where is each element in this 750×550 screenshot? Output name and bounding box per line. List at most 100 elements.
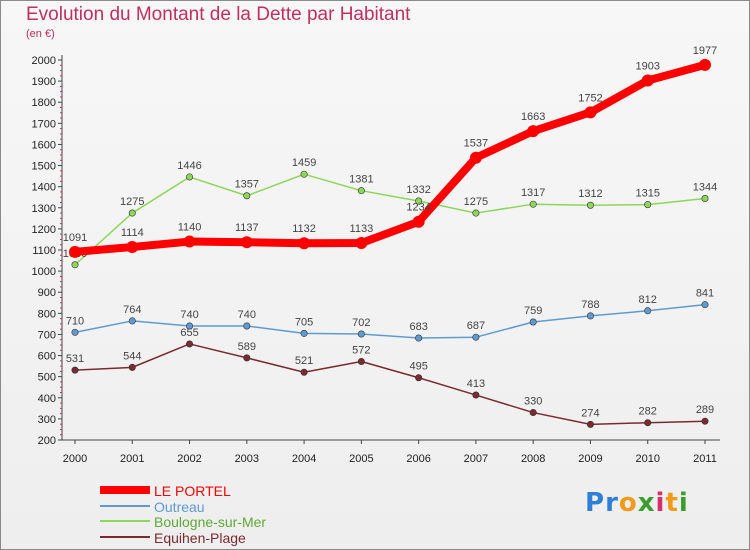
data-point <box>584 106 597 119</box>
y-tick-label: 1400 <box>32 182 56 194</box>
series-equihen-plage: 531 544 655 589 521 572 495 413 330 274 282 289 <box>66 327 714 428</box>
data-point <box>357 187 365 195</box>
y-tick-label: 2000 <box>32 55 56 67</box>
data-point <box>472 333 480 341</box>
y-tick-label: 1700 <box>32 118 56 130</box>
legend-swatch <box>100 535 150 538</box>
data-point <box>355 237 368 250</box>
x-tick-label: 2011 <box>693 453 717 465</box>
x-tick-label: 2010 <box>635 453 659 465</box>
data-label: 705 <box>295 316 313 328</box>
y-tick-label: 1800 <box>32 97 56 109</box>
data-label: 1315 <box>635 188 659 200</box>
y-tick-label: 200 <box>38 435 56 447</box>
data-point <box>586 201 594 209</box>
y-tick-label: 500 <box>38 372 56 384</box>
x-tick-label: 2006 <box>406 453 430 465</box>
data-point <box>472 391 480 399</box>
data-point <box>641 74 654 87</box>
data-label: 759 <box>524 305 542 317</box>
data-point <box>186 322 194 330</box>
data-point <box>240 236 253 249</box>
chart-title: Evolution du Montant de la Dette par Hab… <box>26 4 411 25</box>
data-label: 1381 <box>349 174 373 186</box>
data-label: 1537 <box>464 138 488 150</box>
data-label: 841 <box>696 288 714 300</box>
series-line <box>74 343 706 426</box>
proxiti-logo: Proxiti <box>585 488 689 518</box>
data-label: 572 <box>352 344 370 356</box>
data-label: 1140 <box>178 222 202 234</box>
data-point <box>69 245 81 258</box>
data-label: 521 <box>295 355 313 367</box>
data-label: 1357 <box>235 179 259 191</box>
data-label: 687 <box>467 320 485 332</box>
y-tick-label: 1500 <box>32 161 56 173</box>
y-tick-label: 1100 <box>32 245 56 257</box>
series-outreau: 710 764 740 740 705 702 683 687 759 788 812 841 <box>66 288 714 342</box>
data-point <box>699 58 711 71</box>
data-label: 1663 <box>521 111 545 123</box>
y-tick-label: 300 <box>38 414 56 426</box>
legend-swatch <box>100 486 150 494</box>
data-point <box>128 209 136 217</box>
data-label: 330 <box>524 396 542 408</box>
data-point <box>529 318 537 326</box>
data-label: 702 <box>352 317 370 329</box>
data-label: 1344 <box>693 181 717 193</box>
data-label: 1132 <box>292 223 316 235</box>
logo-letter: r <box>605 488 619 518</box>
data-label: 289 <box>696 404 714 416</box>
logo-letter: P <box>585 488 606 518</box>
data-label: 1133 <box>350 223 374 235</box>
data-point <box>128 363 136 371</box>
data-point <box>183 235 196 248</box>
chart-subtitle: (en €) <box>26 28 55 40</box>
data-label: 1977 <box>693 45 717 57</box>
data-point <box>472 209 480 217</box>
logo-letter: o <box>618 488 638 518</box>
data-label: 1332 <box>406 184 430 196</box>
data-label: 495 <box>409 361 427 373</box>
logo-letter: i <box>678 488 689 518</box>
x-tick-label: 2004 <box>292 453 316 465</box>
y-tick-label: 1200 <box>32 224 56 236</box>
data-label: 710 <box>66 315 84 327</box>
legend-label: LE PORTEL <box>154 483 231 499</box>
data-label: 1114 <box>121 227 144 239</box>
data-point <box>357 357 365 365</box>
data-point <box>186 173 194 181</box>
data-point <box>300 368 308 376</box>
data-point <box>300 329 308 337</box>
x-tick-label: 2007 <box>464 453 488 465</box>
data-point <box>357 330 365 338</box>
logo-letter: x <box>637 488 656 518</box>
y-tick-label: 400 <box>38 393 56 405</box>
data-label: 683 <box>409 321 427 333</box>
data-point <box>243 354 251 362</box>
data-label: 589 <box>238 341 256 353</box>
legend-swatch <box>100 504 150 507</box>
data-label: 1459 <box>292 157 316 169</box>
data-label: 1137 <box>235 222 259 234</box>
data-point <box>128 317 136 325</box>
x-tick-label: 2008 <box>521 453 545 465</box>
data-label: 274 <box>581 407 599 419</box>
data-point <box>243 322 251 330</box>
data-point <box>701 301 709 309</box>
data-label: 740 <box>238 309 256 321</box>
y-tick-label: 600 <box>38 351 56 363</box>
y-tick-label: 900 <box>38 287 56 299</box>
data-label: 1752 <box>578 92 602 104</box>
data-point <box>527 125 540 138</box>
data-point <box>415 334 423 342</box>
y-tick-label: 1600 <box>32 139 56 151</box>
series-line <box>74 173 706 266</box>
data-label: 531 <box>66 353 84 365</box>
x-tick-label: 2009 <box>578 453 602 465</box>
y-tick-label: 700 <box>38 329 56 341</box>
data-label: 544 <box>123 350 141 362</box>
data-label: 1091 <box>63 232 87 244</box>
data-point <box>71 366 79 374</box>
